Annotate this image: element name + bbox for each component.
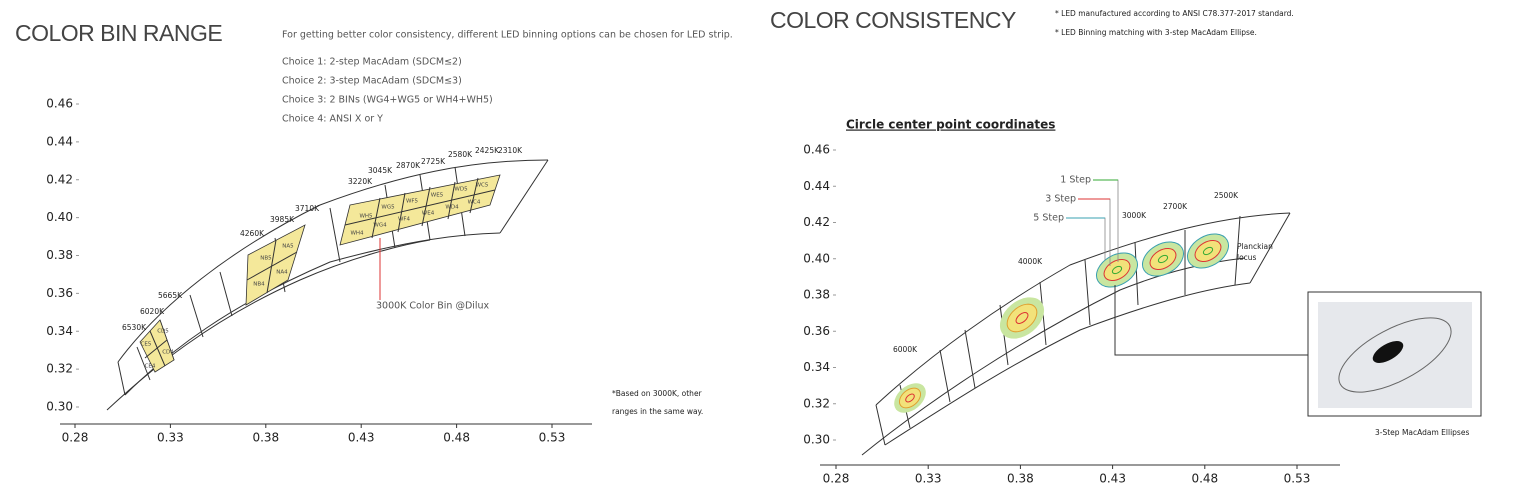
bin-label: WH4 [350, 231, 364, 237]
y-tick-label: 0.38 [46, 248, 73, 262]
cct-label: 3000K [1122, 211, 1147, 220]
x-tick-label: 0.48 [443, 431, 470, 445]
x-tick-label: 0.38 [1007, 472, 1034, 486]
y-tick-label: 0.46 [803, 143, 830, 157]
x-tick-label: 0.28 [62, 431, 89, 445]
cct-label: 4000K [1018, 257, 1043, 266]
bin-label: CE5 [141, 342, 152, 348]
bin-label: WF5 [406, 199, 419, 205]
x-tick-label: 0.33 [157, 431, 184, 445]
choice: Choice 4: ANSI X or Y [282, 114, 383, 125]
bin-label: WC4 [468, 200, 481, 206]
title: COLOR BIN RANGE [15, 20, 222, 46]
inset-caption: 3-Step MacAdam Ellipses [1375, 428, 1469, 437]
bin-label: NA5 [282, 244, 294, 250]
x-tick-label: 0.28 [823, 472, 850, 486]
cct-label: 6020K [140, 307, 165, 316]
bin-label: WD5 [454, 187, 468, 193]
intro: For getting better color consistency, di… [282, 30, 733, 41]
y-tick-label: 0.30 [803, 433, 830, 447]
bin-label: WD4 [445, 205, 459, 211]
subtitle: Circle center point coordinates [846, 118, 1055, 132]
cct-label: 2310K [498, 146, 523, 155]
cct-label: 4260K [240, 229, 265, 238]
y-tick-label: 0.42 [46, 172, 73, 186]
y-tick-label: 0.36 [46, 286, 73, 300]
cct-label: 5665K [158, 291, 183, 300]
choice: Choice 2: 3-step MacAdam (SDCM≤3) [282, 76, 462, 87]
bin-label: WC5 [476, 183, 489, 189]
bin-label: WF4 [398, 217, 411, 223]
cct-label: 2870K [396, 161, 421, 170]
cct-label: 2580K [448, 150, 473, 159]
x-tick-label: 0.48 [1191, 472, 1218, 486]
inset-connector [1114, 285, 1308, 356]
choice: Choice 3: 2 BINs (WG4+WG5 or WH4+WH5) [282, 95, 493, 106]
bin-label: NB4 [253, 282, 265, 288]
x-tick-label: 0.33 [915, 472, 942, 486]
title: COLOR CONSISTENCY [770, 7, 1016, 33]
choice: Choice 1: 2-step MacAdam (SDCM≤2) [282, 57, 462, 68]
inset-ellipse [1338, 317, 1452, 393]
x-tick-label: 0.53 [1284, 472, 1311, 486]
cct-label: 3985K [270, 215, 295, 224]
cct-label: 3710K [295, 204, 320, 213]
x-tick-label: 0.43 [1099, 472, 1126, 486]
bin-label: WE5 [431, 193, 444, 199]
cct-label: 2725K [421, 157, 446, 166]
note: *Based on 3000K, other [612, 389, 703, 398]
locus-label: Planckian [1237, 242, 1273, 251]
bin-label: CD4 [162, 350, 174, 356]
locus-label: locus [1237, 253, 1257, 262]
step-label: 3 Step [1045, 194, 1076, 205]
note: * LED manufactured according to ANSI C78… [1055, 9, 1294, 18]
x-tick-label: 0.53 [539, 431, 566, 445]
bin-label: WG5 [381, 205, 395, 211]
inset-blob [1372, 341, 1404, 363]
cct-label: 6530K [122, 323, 147, 332]
y-tick-label: 0.44 [46, 134, 73, 148]
y-tick-label: 0.46 [46, 97, 73, 111]
cct-label: 6000K [893, 345, 918, 354]
y-tick-label: 0.44 [803, 179, 830, 193]
bin-label: WG4 [373, 223, 387, 229]
cct-label: 3045K [368, 166, 393, 175]
cct-label: 3220K [348, 177, 373, 186]
bin-label: NA4 [276, 270, 288, 276]
cct-label: 2500K [1214, 191, 1239, 200]
bin-label: CD5 [157, 329, 169, 335]
cct-label: 2425K [475, 146, 500, 155]
y-tick-label: 0.40 [803, 251, 830, 265]
locus-band [861, 212, 1291, 456]
y-tick-label: 0.38 [803, 288, 830, 302]
y-tick-label: 0.42 [803, 215, 830, 229]
y-tick-label: 0.30 [46, 400, 73, 414]
step-label: 1 Step [1060, 175, 1091, 186]
bin-label: WE4 [422, 211, 435, 217]
macadam-ellipses [894, 233, 1229, 413]
x-tick-label: 0.43 [348, 431, 375, 445]
bin-label: WH5 [359, 214, 373, 220]
cct-label: 2700K [1163, 202, 1188, 211]
y-tick-label: 0.34 [803, 360, 830, 374]
annotation: 3000K Color Bin @Dilux [376, 301, 490, 312]
step-label: 5 Step [1033, 213, 1064, 224]
note: * LED Binning matching with 3-step MacAd… [1055, 28, 1257, 37]
bin-label: CE4 [145, 364, 156, 370]
x-tick-label: 0.38 [252, 431, 279, 445]
note: ranges in the same way. [612, 407, 703, 416]
y-tick-label: 0.32 [803, 396, 830, 410]
locus-band [106, 159, 549, 411]
y-tick-label: 0.36 [803, 324, 830, 338]
y-tick-label: 0.40 [46, 210, 73, 224]
y-tick-label: 0.34 [46, 324, 73, 338]
bin-label: NB5 [260, 256, 272, 262]
y-tick-label: 0.32 [46, 362, 73, 376]
